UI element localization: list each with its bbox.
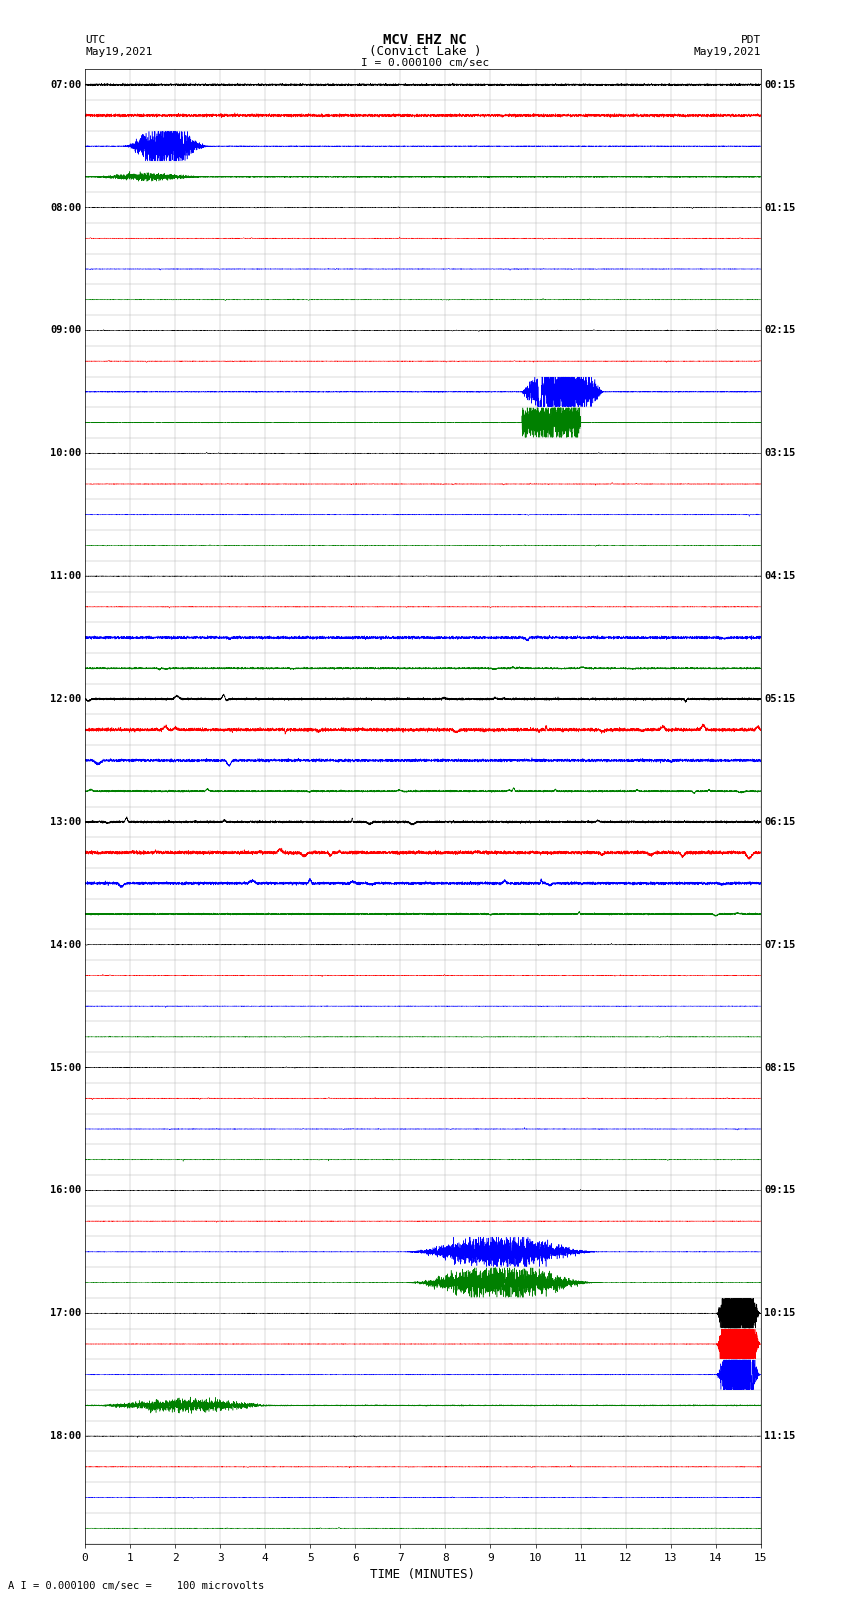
Text: 15:00: 15:00 xyxy=(50,1063,82,1073)
Text: 00:15: 00:15 xyxy=(764,79,796,90)
Text: 09:15: 09:15 xyxy=(764,1186,796,1195)
Text: MCV EHZ NC: MCV EHZ NC xyxy=(383,32,467,47)
Text: I = 0.000100 cm/sec: I = 0.000100 cm/sec xyxy=(361,58,489,68)
Text: 07:15: 07:15 xyxy=(764,940,796,950)
Text: 10:00: 10:00 xyxy=(50,448,82,458)
Text: 10:15: 10:15 xyxy=(764,1308,796,1318)
Text: 17:00: 17:00 xyxy=(50,1308,82,1318)
Text: 07:00: 07:00 xyxy=(50,79,82,90)
Text: 05:15: 05:15 xyxy=(764,694,796,703)
Text: May19,2021: May19,2021 xyxy=(694,47,761,56)
Text: A I = 0.000100 cm/sec =    100 microvolts: A I = 0.000100 cm/sec = 100 microvolts xyxy=(8,1581,264,1590)
Text: 04:15: 04:15 xyxy=(764,571,796,581)
Text: UTC: UTC xyxy=(85,34,105,45)
Text: 03:15: 03:15 xyxy=(764,448,796,458)
Text: 02:15: 02:15 xyxy=(764,326,796,336)
X-axis label: TIME (MINUTES): TIME (MINUTES) xyxy=(371,1568,475,1581)
Text: 12:00: 12:00 xyxy=(50,694,82,703)
Text: 08:00: 08:00 xyxy=(50,203,82,213)
Text: 01:15: 01:15 xyxy=(764,203,796,213)
Text: 09:00: 09:00 xyxy=(50,326,82,336)
Text: 11:15: 11:15 xyxy=(764,1431,796,1440)
Text: 08:15: 08:15 xyxy=(764,1063,796,1073)
Text: (Convict Lake ): (Convict Lake ) xyxy=(369,45,481,58)
Text: 13:00: 13:00 xyxy=(50,816,82,827)
Text: 14:00: 14:00 xyxy=(50,940,82,950)
Text: May19,2021: May19,2021 xyxy=(85,47,152,56)
Text: 16:00: 16:00 xyxy=(50,1186,82,1195)
Text: 06:15: 06:15 xyxy=(764,816,796,827)
Text: 18:00: 18:00 xyxy=(50,1431,82,1440)
Text: PDT: PDT xyxy=(740,34,761,45)
Text: 11:00: 11:00 xyxy=(50,571,82,581)
